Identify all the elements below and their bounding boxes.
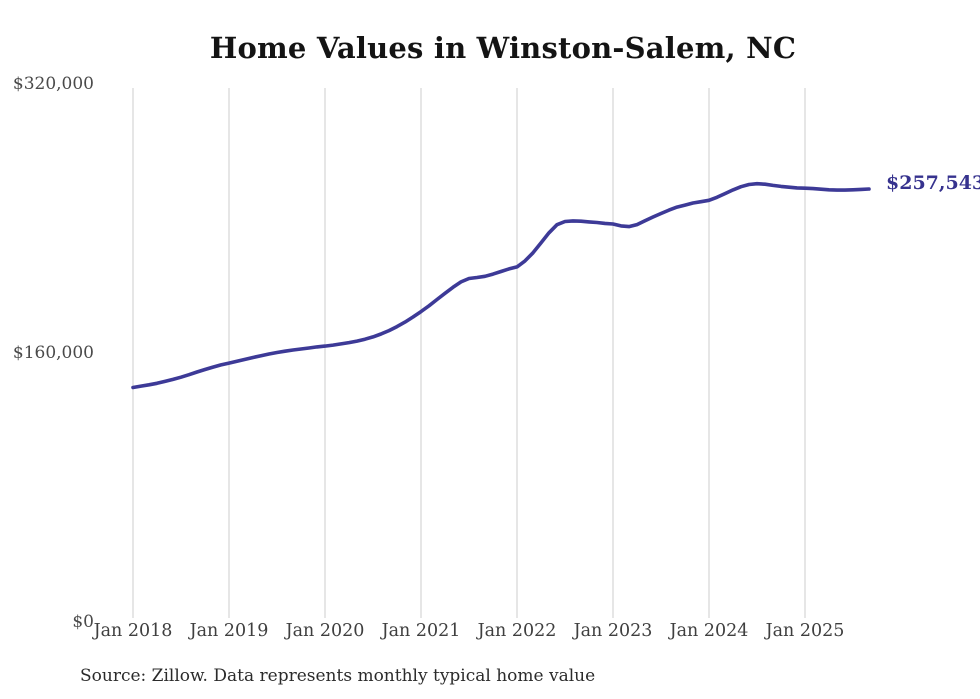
x-tick-label: Jan 2021 bbox=[381, 621, 461, 641]
x-tick-label: Jan 2020 bbox=[285, 621, 365, 641]
x-tick-label: Jan 2022 bbox=[477, 621, 557, 641]
chart-title: Home Values in Winston-Salem, NC bbox=[209, 31, 797, 65]
y-tick-label: $0 bbox=[72, 612, 94, 632]
y-tick-label: $320,000 bbox=[12, 74, 94, 94]
current-value-label: $257,543 bbox=[886, 172, 980, 194]
x-tick-label: Jan 2023 bbox=[573, 621, 653, 641]
y-tick-label: $160,000 bbox=[12, 343, 94, 363]
home-value-line bbox=[131, 181, 871, 390]
x-tick-label: Jan 2024 bbox=[669, 621, 749, 641]
x-tick-label: Jan 2019 bbox=[189, 621, 269, 641]
x-tick-label: Jan 2018 bbox=[93, 621, 173, 641]
source-note: Source: Zillow. Data represents monthly … bbox=[80, 666, 596, 686]
x-tick-label: Jan 2025 bbox=[765, 621, 845, 641]
